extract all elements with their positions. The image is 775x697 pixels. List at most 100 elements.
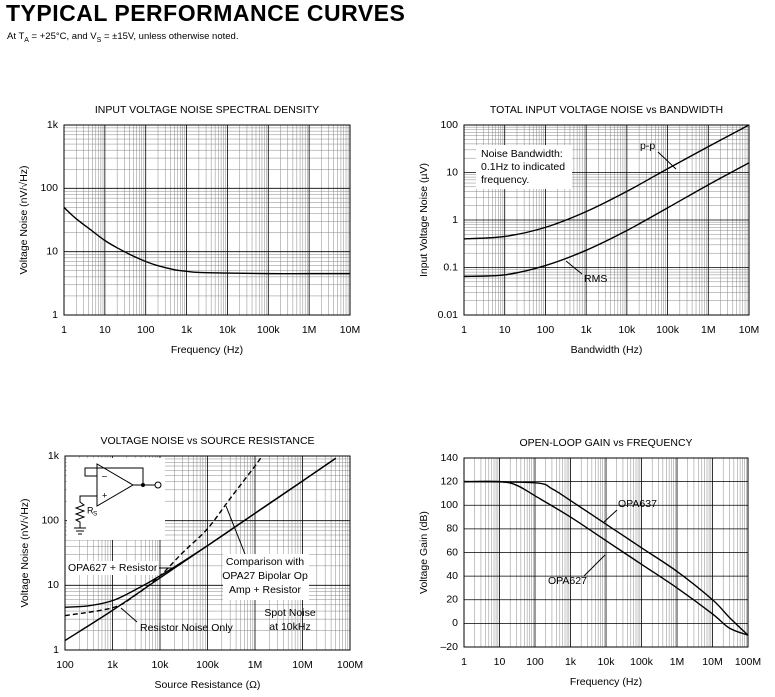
y-tick-label: 1 <box>52 309 58 321</box>
series-label: OPA627 <box>548 575 587 587</box>
chart-title: OPEN-LOOP GAIN vs FREQUENCY <box>519 437 692 449</box>
annotation: Spot Noise <box>264 607 316 619</box>
y-tick-label: 120 <box>440 475 458 487</box>
series-label: p-p <box>640 140 655 152</box>
chart-title: INPUT VOLTAGE NOISE SPECTRAL DENSITY <box>95 104 319 116</box>
x-tick-label: 100k <box>630 656 654 668</box>
x-tick-label: 100 <box>526 656 544 668</box>
junction-dot <box>141 483 145 487</box>
y-tick-label: 0.1 <box>443 261 458 273</box>
subtitle-text: = ±15V, unless otherwise noted. <box>101 31 239 42</box>
inset-minus: – <box>102 470 107 480</box>
y-axis-label: Voltage Noise (nV/√Hz) <box>18 165 30 274</box>
subtitle-text: At T <box>7 31 25 42</box>
x-tick-label: 100k <box>257 324 281 336</box>
x-tick-label: 100 <box>537 324 555 336</box>
annotation: 0.1Hz to indicated <box>481 161 565 173</box>
chart-title: TOTAL INPUT VOLTAGE NOISE vs BANDWIDTH <box>490 104 723 116</box>
series-label: Comparison with <box>226 556 304 568</box>
x-tick-label: 10M <box>702 656 722 668</box>
series-line <box>65 456 263 617</box>
y-tick-label: 0 <box>452 617 458 629</box>
x-tick-label: 100k <box>196 659 220 671</box>
plot-frame <box>463 457 749 648</box>
x-tick-label: 100 <box>56 659 74 671</box>
y-tick-label: –20 <box>440 641 458 653</box>
leader-line <box>120 607 138 623</box>
y-tick-label: 10 <box>446 166 458 178</box>
y-tick-label: 10 <box>47 579 59 591</box>
plot-frame <box>463 124 750 316</box>
label-background <box>223 554 309 600</box>
x-tick-label: 1 <box>61 324 67 336</box>
y-tick-label: 140 <box>440 452 458 464</box>
leader-line <box>657 151 677 170</box>
y-tick-label: 40 <box>446 570 458 582</box>
annotation: Noise Bandwidth: <box>481 148 563 160</box>
inset-plus: + <box>102 490 107 500</box>
subtitle-text: = +25°C, and V <box>28 31 97 42</box>
x-tick-label: 1k <box>181 324 193 336</box>
x-tick-label: 1M <box>302 324 317 336</box>
label-background <box>66 561 158 575</box>
label-background <box>476 145 572 189</box>
plot-background <box>64 125 350 315</box>
y-tick-label: 80 <box>446 523 458 535</box>
annotation: at 10kHz <box>269 621 310 633</box>
leader-line <box>583 554 606 577</box>
x-tick-label: 10k <box>152 659 170 671</box>
series-label: Resistor Noise Only <box>140 622 234 634</box>
y-axis-label: Input Voltage Noise (µV) <box>418 163 430 277</box>
x-tick-label: 10k <box>219 324 237 336</box>
x-axis-label: Source Resistance (Ω) <box>155 679 261 691</box>
y-tick-label: 100 <box>41 514 59 526</box>
x-tick-label: 1k <box>565 656 577 668</box>
page-title: TYPICAL PERFORMANCE CURVES <box>6 0 406 26</box>
y-tick-label: 1 <box>53 644 59 656</box>
x-tick-label: 10 <box>99 324 111 336</box>
x-axis-label: Frequency (Hz) <box>570 676 642 688</box>
y-tick-label: 20 <box>446 594 458 606</box>
y-tick-label: 10 <box>46 245 58 257</box>
x-tick-label: 100M <box>337 659 363 671</box>
leader-line <box>565 260 583 275</box>
y-axis-label: Voltage Noise (nV/√Hz) <box>19 498 31 607</box>
x-tick-label: 1 <box>461 656 467 668</box>
x-tick-label: 1M <box>701 324 716 336</box>
y-tick-label: 100 <box>440 499 458 511</box>
subtitle-subscript: A <box>24 36 29 44</box>
inset-resistor-sub: S <box>93 511 98 518</box>
x-tick-label: 100M <box>735 656 761 668</box>
plot-frame <box>64 455 351 651</box>
x-tick-label: 10M <box>739 324 759 336</box>
x-tick-label: 1k <box>581 324 593 336</box>
x-tick-label: 1 <box>461 324 467 336</box>
x-axis-label: Bandwidth (Hz) <box>571 344 643 356</box>
x-tick-label: 100k <box>656 324 680 336</box>
subtitle-subscript: S <box>96 36 102 44</box>
y-tick-label: 60 <box>446 546 458 558</box>
series-line <box>464 480 748 636</box>
leader-line <box>603 509 618 523</box>
series-line <box>464 162 749 278</box>
inset-background <box>67 458 165 540</box>
series-label: OPA637 <box>618 498 657 510</box>
x-axis-label: Frequency (Hz) <box>171 344 243 356</box>
y-tick-label: 100 <box>440 119 458 131</box>
series-line <box>464 480 748 636</box>
x-tick-label: 10k <box>598 656 616 668</box>
x-tick-label: 10M <box>340 324 360 336</box>
series-label: OPA27 Bipolar Op <box>222 570 308 582</box>
y-tick-label: 1k <box>47 119 59 131</box>
plot-frame <box>63 124 351 316</box>
y-tick-label: 1 <box>452 214 458 226</box>
chart-title: VOLTAGE NOISE vs SOURCE RESISTANCE <box>100 435 314 447</box>
x-tick-label: 10 <box>494 656 506 668</box>
x-tick-label: 1k <box>107 659 119 671</box>
y-tick-label: 1k <box>48 450 60 462</box>
y-tick-label: 100 <box>40 182 58 194</box>
series-label: RMS <box>584 273 607 285</box>
y-axis-label: Voltage Gain (dB) <box>418 511 430 594</box>
